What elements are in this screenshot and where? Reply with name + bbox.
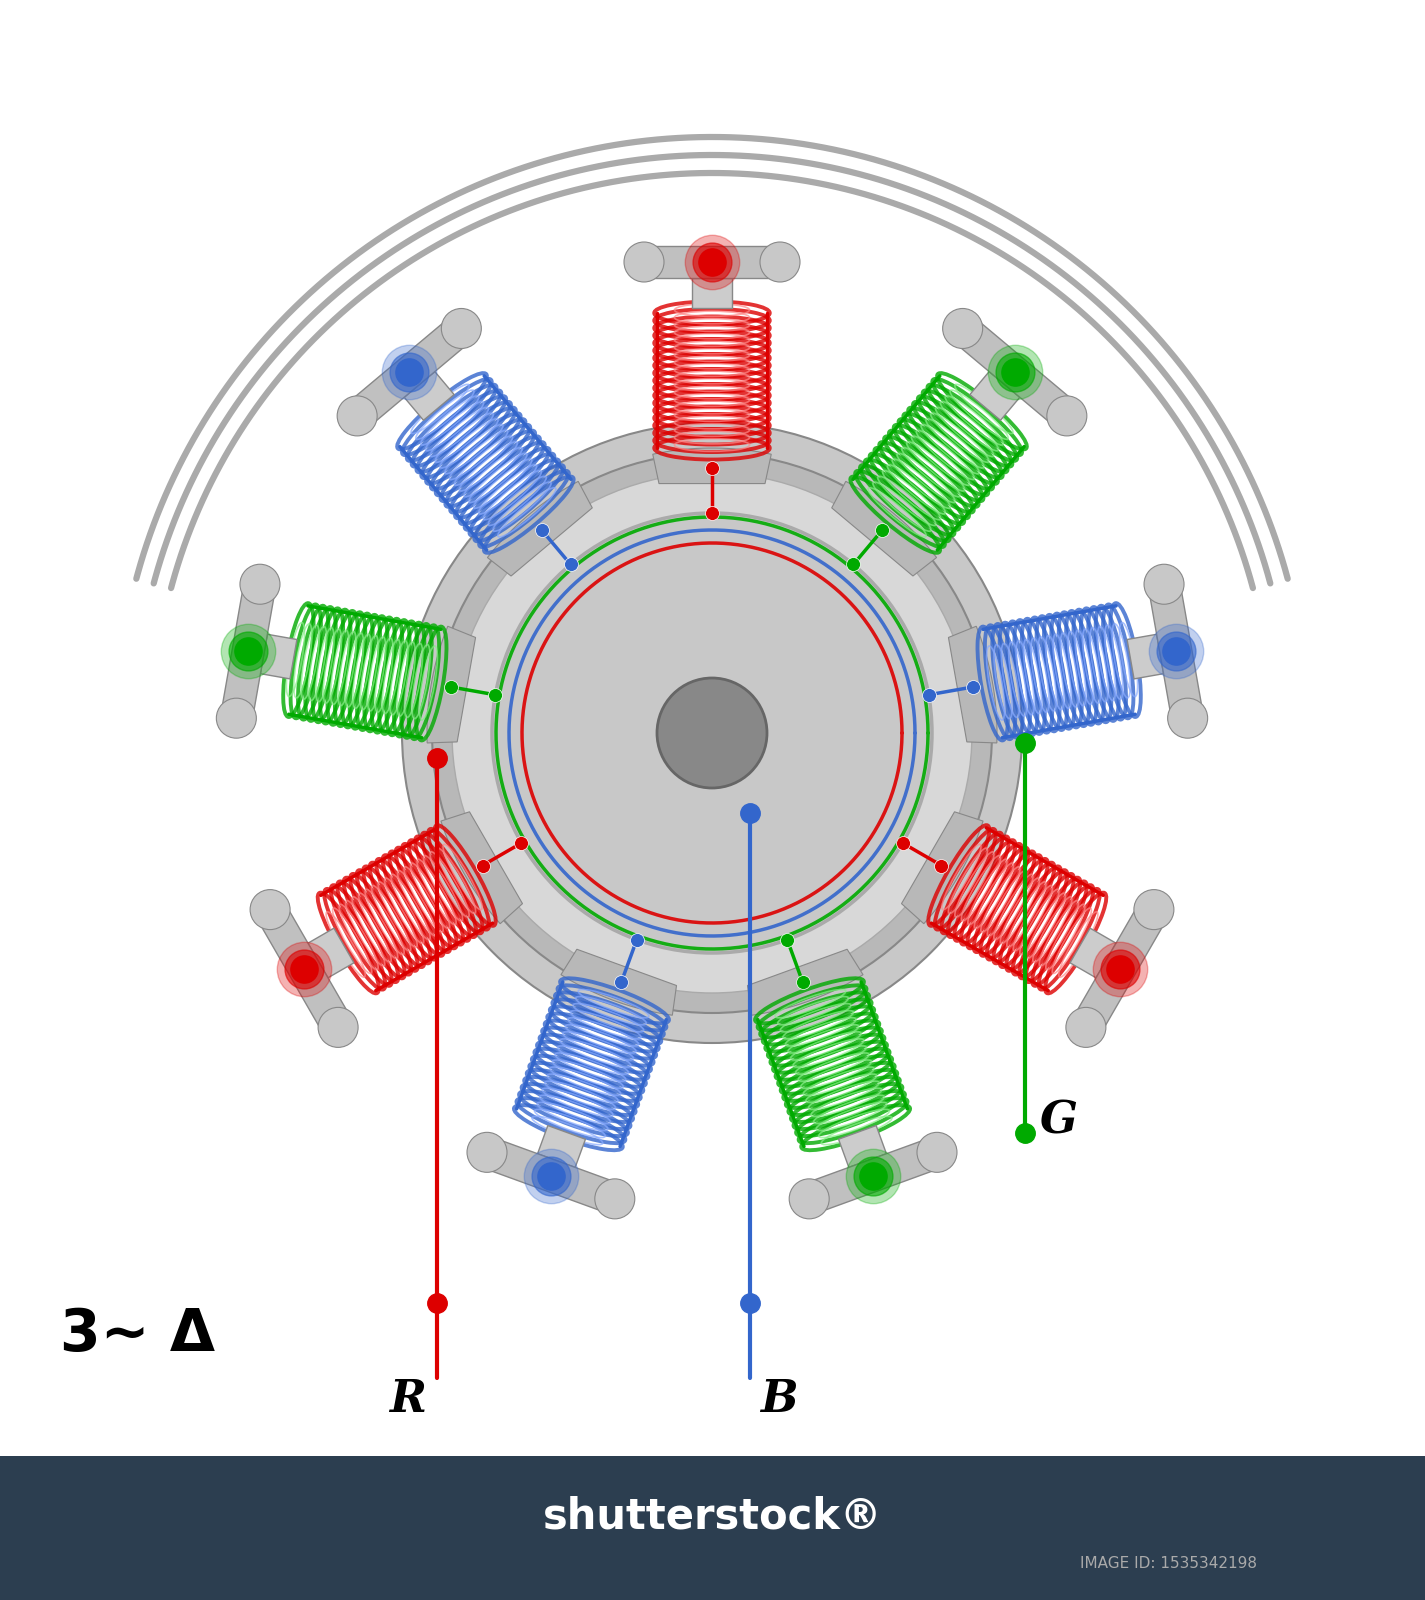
Text: B: B	[760, 1378, 798, 1421]
Circle shape	[1167, 698, 1207, 738]
Circle shape	[918, 1133, 958, 1173]
Polygon shape	[487, 482, 593, 576]
Circle shape	[591, 613, 834, 854]
Circle shape	[239, 565, 279, 605]
Polygon shape	[1149, 581, 1203, 722]
Circle shape	[402, 422, 1022, 1043]
Circle shape	[624, 645, 799, 821]
Text: IMAGE ID: 1535342198: IMAGE ID: 1535342198	[1080, 1557, 1257, 1571]
Text: 3∼ Δ: 3∼ Δ	[60, 1306, 215, 1363]
Circle shape	[943, 309, 983, 349]
Circle shape	[760, 242, 799, 282]
Circle shape	[432, 453, 992, 1013]
Polygon shape	[428, 626, 476, 742]
Circle shape	[673, 693, 751, 773]
Circle shape	[217, 698, 256, 738]
Circle shape	[524, 546, 899, 920]
Circle shape	[1134, 890, 1174, 930]
Polygon shape	[970, 371, 1020, 421]
Polygon shape	[748, 949, 864, 1016]
Circle shape	[1066, 1008, 1106, 1048]
Circle shape	[1047, 395, 1087, 435]
Circle shape	[650, 672, 774, 795]
Circle shape	[442, 309, 482, 349]
Polygon shape	[308, 928, 353, 978]
Circle shape	[1144, 565, 1184, 605]
Polygon shape	[949, 626, 998, 742]
Circle shape	[657, 678, 767, 789]
Polygon shape	[1072, 902, 1167, 1035]
Polygon shape	[693, 278, 732, 309]
Polygon shape	[221, 581, 275, 722]
Polygon shape	[1070, 928, 1116, 978]
Polygon shape	[261, 634, 296, 678]
Polygon shape	[537, 1125, 586, 1168]
Circle shape	[559, 579, 866, 886]
Circle shape	[624, 242, 664, 282]
Circle shape	[693, 714, 731, 752]
Polygon shape	[952, 317, 1077, 429]
Circle shape	[251, 890, 291, 930]
Polygon shape	[838, 1125, 886, 1168]
Text: shutterstock®: shutterstock®	[543, 1496, 882, 1538]
Circle shape	[452, 474, 972, 994]
Circle shape	[492, 514, 932, 954]
Circle shape	[678, 701, 745, 766]
Circle shape	[503, 525, 921, 942]
Circle shape	[338, 395, 378, 435]
Circle shape	[668, 690, 757, 778]
Circle shape	[318, 1008, 358, 1048]
Polygon shape	[256, 902, 352, 1035]
Polygon shape	[804, 1138, 942, 1214]
Text: R: R	[389, 1378, 426, 1421]
Text: G: G	[1040, 1101, 1077, 1142]
Circle shape	[73, 93, 1352, 1373]
Polygon shape	[644, 246, 779, 278]
Polygon shape	[902, 811, 983, 923]
Polygon shape	[346, 317, 472, 429]
Circle shape	[789, 1179, 829, 1219]
Polygon shape	[1127, 634, 1164, 678]
Polygon shape	[653, 448, 771, 483]
Circle shape	[467, 1133, 507, 1173]
Polygon shape	[405, 371, 455, 421]
Polygon shape	[482, 1138, 620, 1214]
Polygon shape	[440, 811, 523, 923]
Polygon shape	[832, 482, 936, 576]
Polygon shape	[561, 949, 677, 1016]
Circle shape	[594, 1179, 634, 1219]
